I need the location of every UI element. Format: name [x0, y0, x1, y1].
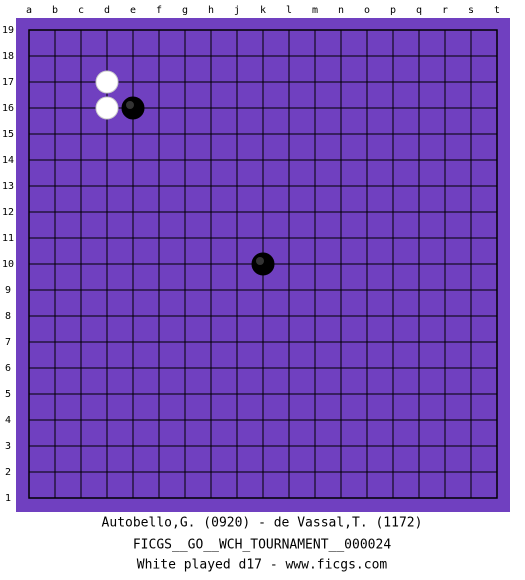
column-label: g	[182, 5, 188, 16]
row-label: 19	[2, 25, 14, 36]
row-label: 15	[2, 129, 14, 140]
column-label: o	[364, 5, 370, 16]
column-label: l	[286, 5, 292, 16]
row-label: 2	[5, 467, 11, 478]
row-label: 17	[2, 77, 14, 88]
coordinates: a b c d e f g h j k l m n o p q r s t191817161514131211109…	[2, 5, 500, 504]
stone-highlight	[126, 101, 134, 109]
row-label: 18	[2, 51, 14, 62]
black-stone	[251, 252, 275, 276]
row-label: 1	[5, 493, 11, 504]
column-label: m	[312, 5, 318, 16]
last-move: White played d17 - www.ficgs.com	[137, 558, 388, 573]
column-label: f	[156, 5, 162, 16]
row-label: 4	[5, 415, 11, 426]
column-label: j	[234, 5, 240, 16]
column-label: p	[390, 5, 396, 16]
row-label: 14	[2, 155, 14, 166]
row-label: 6	[5, 363, 11, 374]
column-label: d	[104, 5, 110, 16]
column-label: s	[468, 5, 474, 16]
column-label: q	[416, 5, 422, 16]
stones	[95, 70, 275, 276]
column-label: b	[52, 5, 58, 16]
column-label: h	[208, 5, 214, 16]
players: Autobello,G. (0920) - de Vassal,T. (1172…	[102, 516, 423, 531]
column-label: e	[130, 5, 136, 16]
row-label: 8	[5, 311, 11, 322]
white-stone	[95, 70, 119, 94]
column-label: c	[78, 5, 84, 16]
row-label: 7	[5, 337, 11, 348]
grid-border	[28, 29, 498, 499]
row-label: 10	[2, 259, 14, 270]
row-label: 11	[2, 233, 14, 244]
row-label: 3	[5, 441, 11, 452]
stone-highlight	[256, 257, 264, 265]
row-label: 12	[2, 207, 14, 218]
tournament: FICGS__GO__WCH_TOURNAMENT__000024	[133, 538, 391, 553]
white-stone	[95, 96, 119, 120]
row-label: 13	[2, 181, 14, 192]
column-label: n	[338, 5, 344, 16]
row-label: 16	[2, 103, 14, 114]
black-stone	[121, 96, 145, 120]
column-label: a	[26, 5, 32, 16]
column-label: r	[442, 5, 448, 16]
row-label: 9	[5, 285, 11, 296]
column-label: t	[494, 5, 500, 16]
row-label: 5	[5, 389, 11, 400]
column-label: k	[260, 5, 266, 16]
